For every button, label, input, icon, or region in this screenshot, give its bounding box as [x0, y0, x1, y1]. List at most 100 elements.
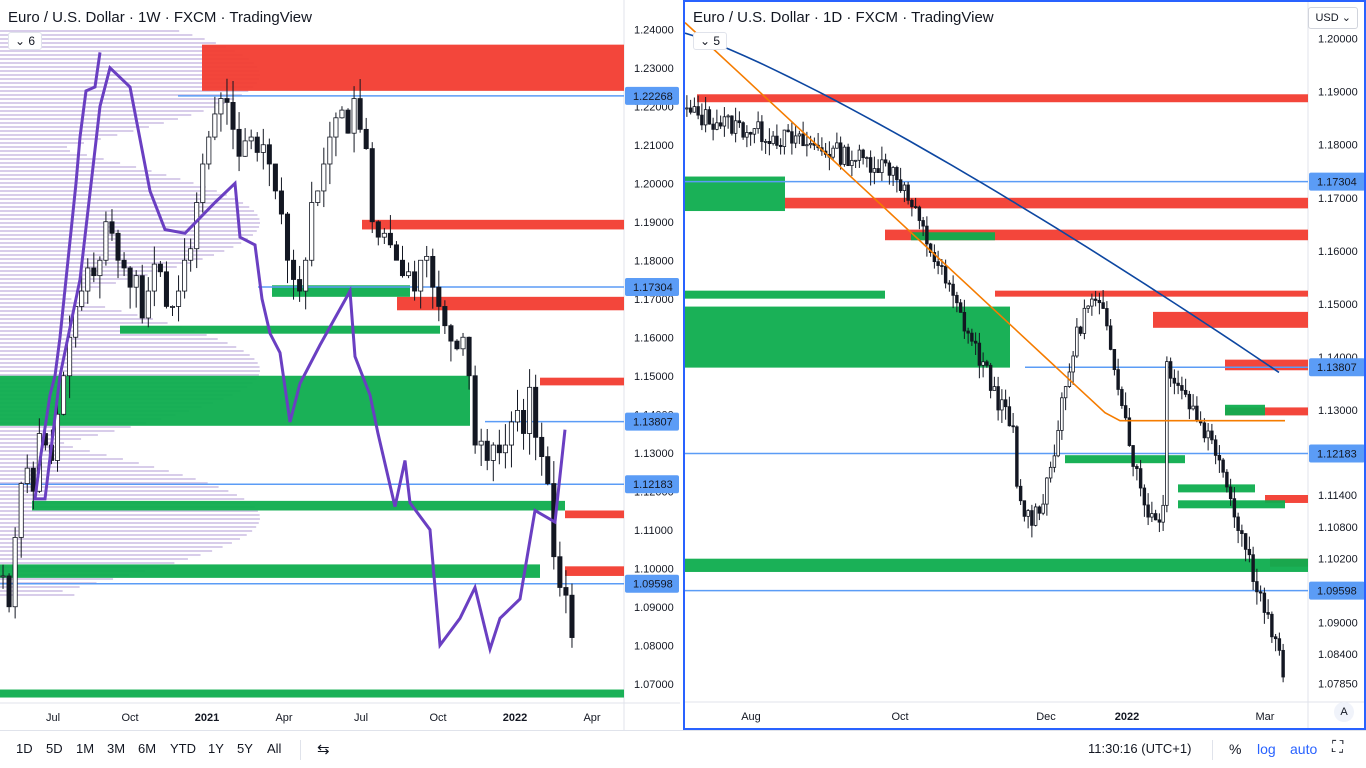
candle-body — [133, 275, 139, 288]
volume-profile-bar — [0, 298, 72, 300]
candle-body — [454, 340, 460, 350]
volume-profile-bar — [0, 594, 75, 596]
supply-zone — [565, 510, 624, 519]
candle-body — [1176, 382, 1180, 386]
candle-body — [254, 136, 260, 153]
candle-body — [767, 140, 772, 145]
range-1y-button[interactable]: 1Y — [208, 741, 224, 756]
candle-body — [1150, 513, 1154, 518]
date-range-icon[interactable]: ⇆ — [317, 741, 330, 758]
volume-profile-bar — [0, 330, 195, 332]
volume-profile-bar — [0, 74, 260, 76]
candle-body — [1221, 459, 1225, 473]
volume-profile-bar — [0, 230, 257, 232]
volume-profile-bar — [0, 166, 137, 168]
candle-body — [745, 132, 749, 138]
y-tick-label: 1.23000 — [634, 63, 674, 75]
price-label-box — [1309, 444, 1364, 463]
y-tick-label: 1.15000 — [634, 371, 674, 383]
range-3m-button[interactable]: 3M — [107, 741, 126, 756]
price-label: 1.13807 — [1317, 362, 1357, 374]
x-tick-label: 2022 — [503, 712, 527, 724]
range-6m-button[interactable]: 6M — [138, 741, 157, 756]
volume-profile-bar — [0, 62, 254, 64]
percent-scale-button[interactable]: % — [1229, 741, 1242, 757]
volume-profile-bar — [0, 266, 177, 268]
daily-chart-canvas[interactable]: 1.20000 1.19000 1.18000 1.17000 1.16000 1.150… — [685, 2, 1364, 728]
log-scale-button[interactable]: log — [1257, 741, 1276, 757]
candle-body — [887, 162, 892, 176]
candle-body — [182, 259, 188, 292]
candle-body — [442, 306, 448, 327]
candle-body — [722, 116, 727, 127]
x-tick-label: 2022 — [1115, 711, 1139, 723]
x-tick-label: Jul — [354, 712, 368, 724]
y-tick-label: 1.13000 — [634, 448, 674, 460]
auto-scale-toggle[interactable]: auto — [1290, 741, 1318, 757]
candle-body — [872, 168, 877, 173]
candle-body — [958, 302, 963, 313]
x-tick-label: Apr — [583, 712, 600, 724]
candle-body — [943, 265, 948, 284]
candle-body — [563, 587, 569, 596]
candle-body — [786, 129, 790, 133]
toolbar-divider — [1212, 740, 1213, 760]
range-5y-button[interactable]: 5Y — [237, 741, 253, 756]
candle-body — [1281, 649, 1285, 678]
supply-zone — [995, 290, 1308, 297]
volume-profile-bar — [0, 286, 100, 288]
auto-scale-button[interactable]: A — [1334, 702, 1354, 722]
fullscreen-icon[interactable]: ⛶ — [1332, 739, 1344, 756]
range-ytd-button[interactable]: YTD — [170, 741, 196, 756]
candle-body — [448, 325, 454, 342]
volume-profile-bar — [0, 214, 258, 216]
candle-body — [1018, 485, 1023, 502]
candle-body — [242, 140, 248, 157]
candle-body — [484, 440, 490, 461]
chart-pane-daily[interactable]: 1.20000 1.19000 1.18000 1.17000 1.16000 1.150… — [683, 0, 1366, 730]
supply-zone — [697, 94, 1308, 103]
candle-body — [891, 167, 895, 176]
range-1d-button[interactable]: 1D — [16, 741, 33, 756]
demand-zone — [0, 689, 624, 698]
indicator-toggle-daily[interactable]: ⌄ 5 — [693, 32, 728, 50]
range-5d-button[interactable]: 5D — [46, 741, 63, 756]
volume-profile-bar — [0, 494, 237, 496]
candle-body — [925, 225, 929, 245]
candle-body — [902, 184, 907, 191]
candle-body — [733, 120, 738, 134]
candle-body — [741, 122, 745, 138]
range-1m-button[interactable]: 1M — [76, 741, 95, 756]
candle-body — [1161, 504, 1165, 523]
candle-body — [1146, 504, 1150, 518]
candle-body — [6, 575, 12, 608]
candle-body — [297, 279, 303, 292]
chart-pane-weekly[interactable]: 1.24000 1.23000 1.22000 1.21000 1.20000 1.190… — [0, 0, 680, 730]
y-tick-label: 1.20000 — [1318, 34, 1358, 46]
demand-zone — [685, 558, 1308, 572]
volume-profile-bar — [0, 70, 260, 72]
volume-profile-bar — [0, 586, 80, 588]
candle-body — [1240, 530, 1244, 535]
volume-profile-bar — [0, 38, 205, 40]
y-tick-label: 1.13000 — [1318, 405, 1358, 417]
candle-body — [835, 142, 839, 149]
volume-profile-bar — [0, 158, 104, 160]
candle-body — [838, 142, 843, 165]
range-all-button[interactable]: All — [267, 741, 282, 756]
candle-body — [688, 107, 693, 113]
candle-body — [54, 413, 61, 461]
candle-body — [763, 140, 768, 143]
demand-zone — [0, 564, 540, 578]
volume-profile-bar — [0, 302, 89, 304]
candle-body — [278, 190, 284, 215]
candle-body — [1075, 326, 1079, 357]
weekly-chart-canvas[interactable]: 1.240001.230001.220001.210001.200001.190… — [0, 0, 680, 730]
candle-body — [30, 467, 36, 492]
candle-body — [1060, 397, 1064, 431]
candle-body — [472, 375, 478, 446]
indicator-toggle-weekly[interactable]: ⌄ 6 — [8, 32, 43, 50]
currency-selector[interactable]: USD ⌄ — [1308, 7, 1358, 29]
price-label: 1.12183 — [1317, 448, 1357, 460]
price-label-box — [1309, 172, 1364, 191]
